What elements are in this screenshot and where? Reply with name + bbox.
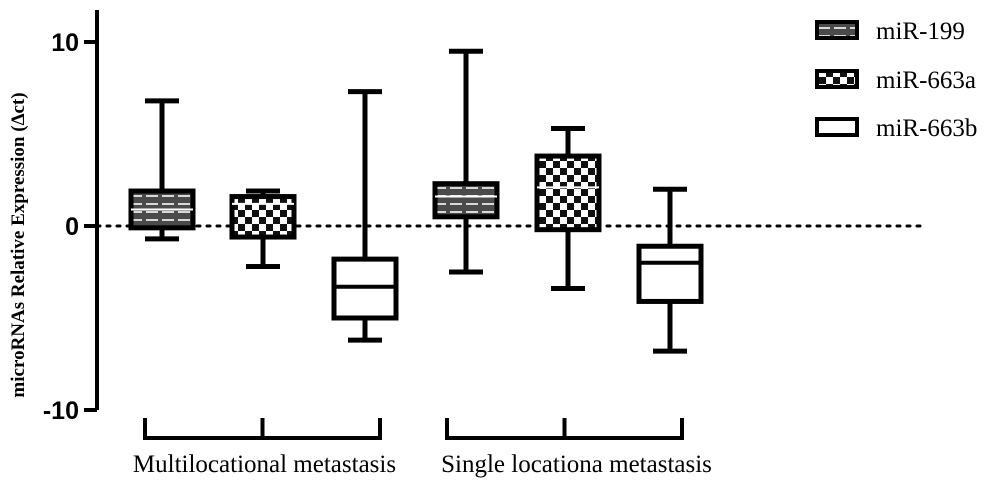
y-tick-label: 10 [51, 29, 79, 57]
group-label: Multilocational metastasis [133, 451, 396, 478]
box-iqr [636, 243, 704, 304]
box-mir-199-group1 [128, 98, 196, 242]
legend-label: miR-199 [876, 18, 965, 45]
y-tick-label: 0 [65, 213, 79, 241]
legend-item-mir-663a: miR-663a [815, 67, 976, 94]
box-mir-663b-group1 [331, 89, 399, 343]
legend: miR-199 miR-663a miR-663b [815, 18, 977, 142]
box-mir-663b-group2 [636, 186, 704, 354]
box-iqr [229, 194, 297, 240]
box-plot-area [128, 48, 704, 354]
legend-label: miR-663a [876, 67, 976, 94]
legend-item-mir-199: miR-199 [815, 18, 965, 45]
group-label: Single locationa metastasis [441, 451, 712, 478]
box-iqr [432, 181, 500, 220]
group-bracket: Single locationa metastasis [441, 418, 712, 478]
box-mir-199-group2 [432, 48, 500, 275]
y-axis-label: microRNAs Relative Expression (Δct) [8, 92, 29, 397]
legend-swatch [815, 20, 859, 40]
legend-item-mir-663b: miR-663b [815, 115, 977, 142]
axes: 10 0 -10 [43, 10, 927, 425]
group-axis: Multilocational metastasis Single locatio… [133, 418, 712, 478]
legend-swatch [815, 69, 859, 89]
group-bracket: Multilocational metastasis [133, 418, 396, 478]
legend-label: miR-663b [876, 115, 977, 142]
box-mir-663a-group1 [229, 188, 297, 269]
box-iqr [534, 153, 602, 233]
legend-swatch [815, 117, 859, 137]
y-tick-label: -10 [43, 397, 79, 425]
box-mir-663a-group2 [534, 125, 602, 292]
